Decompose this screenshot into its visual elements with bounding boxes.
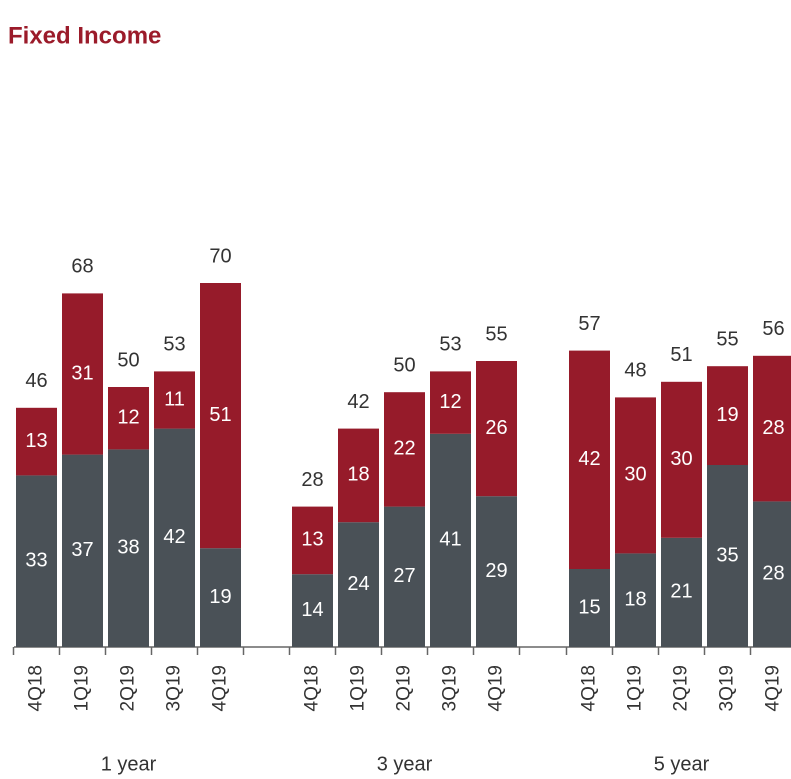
bar-segment <box>476 361 517 497</box>
bar-segment <box>753 501 791 647</box>
segment-label: 37 <box>71 539 93 561</box>
x-tick-label: 3Q19 <box>717 665 738 711</box>
x-tick-label: 4Q19 <box>486 665 507 711</box>
segment-label: 22 <box>393 438 415 460</box>
segment-label: 14 <box>301 599 323 621</box>
bar-segment <box>615 553 656 647</box>
total-label: 53 <box>439 334 461 356</box>
bar-segment <box>569 350 610 569</box>
x-tick-label: 3Q19 <box>164 665 185 711</box>
segment-label: 21 <box>670 581 692 603</box>
total-label: 48 <box>624 360 646 382</box>
segment-label: 31 <box>71 362 93 384</box>
x-tick-label: 4Q18 <box>26 665 47 711</box>
total-label: 28 <box>301 469 323 491</box>
segment-label: 18 <box>624 588 646 610</box>
group-label: 3 year <box>377 753 433 775</box>
bar-segment <box>384 392 425 507</box>
bar-segment <box>430 433 471 647</box>
x-tick-label: 1Q19 <box>72 665 93 711</box>
segment-label: 41 <box>439 529 461 551</box>
segment-label: 30 <box>624 464 646 486</box>
bar-segment <box>200 283 241 549</box>
total-label: 55 <box>716 328 738 350</box>
x-tick-label: 4Q19 <box>763 665 784 711</box>
bar-segment <box>16 475 57 647</box>
bar-segment <box>338 428 379 523</box>
total-label: 68 <box>71 256 93 278</box>
segment-label: 51 <box>209 404 231 426</box>
x-tick-label: 2Q19 <box>671 665 692 711</box>
segment-label: 12 <box>117 406 139 428</box>
segment-label: 29 <box>485 560 507 582</box>
x-tick-label: 1Q19 <box>625 665 646 711</box>
bar-segment <box>476 496 517 647</box>
bar-segment <box>707 366 748 465</box>
total-label: 70 <box>209 245 231 267</box>
bar-segment <box>200 548 241 647</box>
x-tick-label: 2Q19 <box>394 665 415 711</box>
segment-label: 27 <box>393 565 415 587</box>
bar-segment <box>338 522 379 647</box>
bar-segment <box>292 506 333 575</box>
segment-label: 35 <box>716 544 738 566</box>
x-tick-label: 2Q19 <box>118 665 139 711</box>
segment-label: 26 <box>485 417 507 439</box>
segment-label: 15 <box>578 596 600 618</box>
total-label: 55 <box>485 323 507 345</box>
bar-segment <box>62 293 103 455</box>
bar-segment <box>62 454 103 647</box>
bar-segment <box>430 371 471 434</box>
bar-segment <box>16 407 57 476</box>
segment-label: 33 <box>25 549 47 571</box>
segment-label: 42 <box>578 448 600 470</box>
bar-segment <box>154 428 195 647</box>
total-label: 46 <box>25 370 47 392</box>
bar-segment <box>615 397 656 554</box>
bar-segment <box>661 381 702 538</box>
x-tick-label: 4Q19 <box>210 665 231 711</box>
bar-segment <box>661 537 702 647</box>
group-label: 5 year <box>654 753 710 775</box>
segment-label: 28 <box>762 417 784 439</box>
x-tick-label: 4Q18 <box>302 665 323 711</box>
segment-label: 30 <box>670 448 692 470</box>
bar-segment <box>753 355 791 502</box>
x-tick-label: 3Q19 <box>440 665 461 711</box>
bar-segment <box>707 465 748 647</box>
total-label: 53 <box>163 334 185 356</box>
segment-label: 28 <box>762 562 784 584</box>
segment-label: 13 <box>301 529 323 551</box>
total-label: 50 <box>393 354 415 376</box>
bar-segment <box>108 387 149 450</box>
total-label: 56 <box>762 318 784 340</box>
total-label: 42 <box>347 391 369 413</box>
segment-label: 18 <box>347 464 369 486</box>
segment-label: 19 <box>209 586 231 608</box>
chart-title: Fixed Income <box>8 22 161 49</box>
segment-label: 19 <box>716 404 738 426</box>
segment-label: 13 <box>25 430 47 452</box>
total-label: 51 <box>670 344 692 366</box>
total-label: 50 <box>117 349 139 371</box>
segment-label: 12 <box>439 391 461 413</box>
group-label: 1 year <box>101 753 157 775</box>
bar-segment <box>292 574 333 647</box>
bar-segment <box>108 449 149 647</box>
x-tick-label: 4Q18 <box>579 665 600 711</box>
total-label: 57 <box>578 313 600 335</box>
segment-label: 11 <box>164 388 185 410</box>
segment-label: 42 <box>163 526 185 548</box>
bar-segment <box>154 371 195 429</box>
bar-segment <box>569 569 610 647</box>
x-tick-label: 1Q19 <box>348 665 369 711</box>
segment-label: 38 <box>117 536 139 558</box>
segment-label: 24 <box>347 573 369 595</box>
bar-segment <box>384 506 425 647</box>
